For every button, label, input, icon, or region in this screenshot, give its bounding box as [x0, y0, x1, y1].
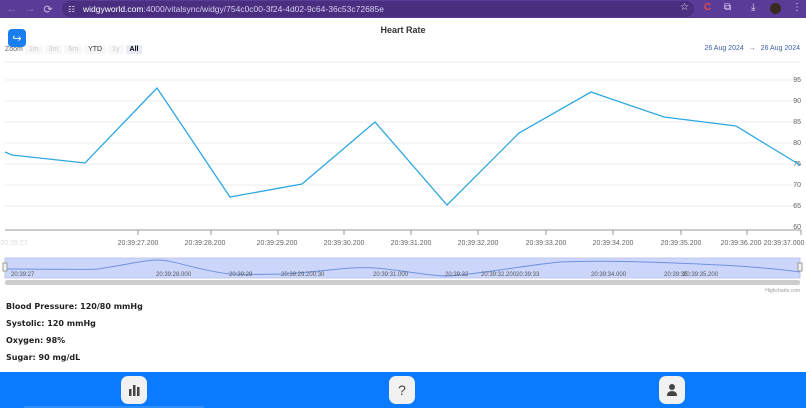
svg-text:70: 70 [793, 182, 801, 189]
user-icon [667, 384, 677, 396]
date-to-input[interactable]: 26 Aug 2024 [760, 45, 800, 52]
svg-text:20:39:34.000: 20:39:34.000 [591, 272, 627, 278]
address-bar[interactable]: ☷ widgyworld.com:4000/vitalsync/widgy/75… [62, 1, 694, 17]
kebab-menu-icon[interactable]: ⋮ [792, 2, 802, 13]
svg-text:20:39:27.200: 20:39:27.200 [118, 240, 159, 247]
svg-text:20:39:33.200: 20:39:33.200 [526, 240, 567, 247]
navigator[interactable]: 20:39:27 20:39:28.000 20:39:29 20:39:29.… [2, 257, 803, 279]
help-nav-button[interactable]: ? [389, 376, 415, 404]
date-arrow: → [748, 45, 756, 52]
heart-rate-line[interactable] [4, 86, 801, 206]
svg-text:60: 60 [793, 224, 801, 231]
navigator-right-handle[interactable] [797, 262, 803, 272]
range-selector: Zoom 1m 3m 6m YTD 1y All [5, 45, 143, 54]
navigator-left-handle[interactable] [2, 262, 8, 272]
range-3m-button[interactable]: 3m [44, 45, 63, 54]
heart-rate-chart: Heart Rate ↪ Zoom 1m 3m 6m YTD 1y All 26… [0, 18, 806, 296]
svg-text:20:39:27: 20:39:27 [0, 240, 27, 247]
stats-nav-button[interactable] [121, 376, 147, 404]
range-1m-button[interactable]: 1m [24, 45, 43, 54]
svg-text:90: 90 [793, 98, 801, 105]
navigator-scrollbar[interactable] [5, 280, 800, 285]
svg-text:20:39:34.200: 20:39:34.200 [593, 240, 634, 247]
bookmark-star-icon[interactable]: ☆ [680, 2, 689, 13]
svg-text:95: 95 [793, 77, 801, 84]
svg-text:20:39:27: 20:39:27 [11, 272, 35, 278]
chart-plot: 95 90 85 80 75 70 65 60 20:39:27 20:39:2… [0, 61, 805, 294]
svg-text:20:39:30.200: 20:39:30.200 [324, 240, 365, 247]
svg-text:20:39:33: 20:39:33 [516, 272, 540, 278]
url-path: :4000/vitalsync/widgy/754c0c00-3f24-4d02… [143, 4, 384, 14]
y-axis-labels: 95 90 85 80 75 70 65 60 [793, 77, 801, 231]
profile-avatar-icon[interactable] [770, 3, 781, 14]
bottom-navigation: ? [0, 372, 806, 408]
vital-sugar: Sugar: 90 mg/dL [6, 353, 81, 362]
highcharts-credits[interactable]: Highcharts.com [765, 288, 800, 294]
svg-text:20:39:35.200: 20:39:35.200 [661, 240, 702, 247]
browser-toolbar: ← → ⟳ ☷ widgyworld.com:4000/vitalsync/wi… [0, 0, 806, 18]
svg-text:20:39:31.200: 20:39:31.200 [391, 240, 432, 247]
svg-text:20:39:32.200: 20:39:32.200 [458, 240, 499, 247]
vital-systolic: Systolic: 120 mmHg [6, 319, 96, 328]
svg-text:65: 65 [793, 203, 801, 210]
range-ytd-button[interactable]: YTD [84, 45, 107, 54]
vital-blood-pressure: Blood Pressure: 120/80 mmHg [6, 302, 143, 311]
vital-oxygen: Oxygen: 98% [6, 336, 66, 345]
svg-text:75: 75 [793, 161, 801, 168]
date-range-inputs: 26 Aug 2024 → 26 Aug 2024 [704, 45, 800, 52]
svg-text:20:39:32: 20:39:32 [445, 272, 469, 278]
share-arrow-icon: ↪ [12, 32, 22, 45]
x-axis-labels: 20:39:27 20:39:27.200 20:39:28.200 20:39… [0, 240, 804, 247]
range-1y-button[interactable]: 1y [108, 45, 124, 54]
svg-text:20:39:35.200: 20:39:35.200 [683, 272, 719, 278]
svg-text:20:39:28.000: 20:39:28.000 [156, 272, 192, 278]
svg-text:20:39:37.000: 20:39:37.000 [764, 240, 805, 247]
svg-text:20:39:31.000: 20:39:31.000 [373, 272, 409, 278]
profile-nav-button[interactable] [659, 376, 685, 404]
range-all-button[interactable]: All [125, 45, 143, 54]
svg-text:20:39:29.200: 20:39:29.200 [257, 240, 298, 247]
active-tab-indicator [24, 406, 204, 408]
svg-text:20:39:29.200:30: 20:39:29.200:30 [281, 272, 325, 278]
svg-text:20:39:35: 20:39:35 [664, 272, 688, 278]
url-host: widgyworld.com [83, 4, 144, 14]
download-icon[interactable]: ⤓ [751, 2, 756, 13]
site-settings-icon[interactable]: ☷ [68, 4, 76, 14]
range-6m-button[interactable]: 6m [64, 45, 83, 54]
svg-text:85: 85 [793, 119, 801, 126]
back-icon[interactable]: ← [6, 3, 18, 15]
extension-icon[interactable]: C [704, 2, 712, 13]
grid-lines [5, 61, 800, 207]
x-axis-ticks [137, 230, 802, 235]
chart-title: Heart Rate [380, 25, 426, 35]
vitals-list: Blood Pressure: 120/80 mmHg Systolic: 12… [6, 302, 143, 370]
question-icon: ? [398, 382, 406, 398]
svg-text:20:39:28.200: 20:39:28.200 [185, 240, 226, 247]
puzzle-icon[interactable]: ⧉ [724, 2, 732, 13]
svg-text:80: 80 [793, 140, 801, 147]
forward-icon[interactable]: → [24, 3, 36, 15]
zoom-label: Zoom [5, 46, 23, 53]
bar-chart-icon [129, 385, 140, 396]
date-from-input[interactable]: 26 Aug 2024 [704, 45, 744, 52]
svg-text:20:39:36.200: 20:39:36.200 [721, 240, 762, 247]
share-button[interactable]: ↪ [8, 29, 26, 47]
svg-text:20:39:29: 20:39:29 [229, 272, 253, 278]
svg-text:20:39:32.200: 20:39:32.200 [481, 272, 517, 278]
reload-icon[interactable]: ⟳ [43, 3, 53, 16]
